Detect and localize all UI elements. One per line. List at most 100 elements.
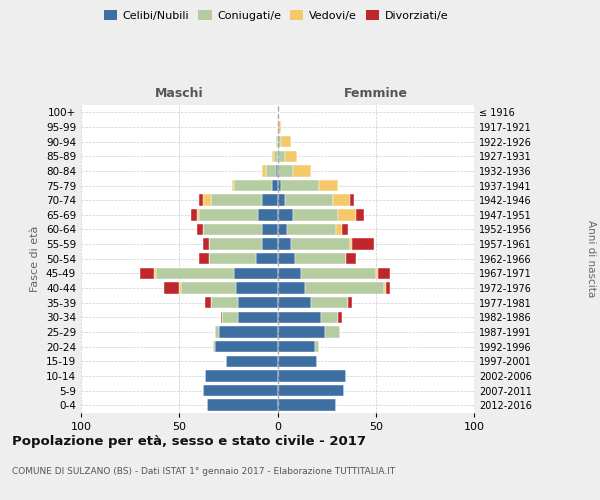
Text: Popolazione per età, sesso e stato civile - 2017: Popolazione per età, sesso e stato civil… [12, 435, 366, 448]
Bar [383, 282, 386, 294]
Bar [197, 224, 203, 235]
Bar [262, 238, 277, 250]
Bar [277, 370, 346, 382]
Bar [348, 297, 352, 308]
Bar [277, 385, 344, 396]
Bar [205, 297, 211, 308]
Bar [238, 312, 277, 323]
Bar [281, 136, 291, 147]
Bar [179, 282, 181, 294]
Bar [305, 282, 383, 294]
Bar [181, 282, 236, 294]
Bar [211, 194, 262, 206]
Bar [203, 385, 277, 396]
Bar [256, 253, 277, 264]
Bar [311, 297, 348, 308]
Text: COMUNE DI SULZANO (BS) - Dati ISTAT 1° gennaio 2017 - Elaborazione TUTTITALIA.IT: COMUNE DI SULZANO (BS) - Dati ISTAT 1° g… [12, 468, 395, 476]
Bar [319, 180, 338, 191]
Bar [277, 238, 291, 250]
Bar [272, 150, 274, 162]
Bar [238, 297, 277, 308]
Bar [346, 253, 356, 264]
Bar [277, 268, 301, 279]
Bar [277, 180, 281, 191]
Bar [281, 180, 319, 191]
Text: Maschi: Maschi [155, 87, 203, 100]
Bar [234, 180, 272, 191]
Bar [191, 209, 197, 220]
Bar [262, 224, 277, 235]
Bar [293, 209, 338, 220]
Bar [140, 268, 154, 279]
Legend: Celibi/Nubili, Coniugati/e, Vedovi/e, Divorziati/e: Celibi/Nubili, Coniugati/e, Vedovi/e, Di… [100, 6, 452, 25]
Bar [275, 136, 277, 147]
Bar [266, 165, 275, 176]
Text: Anni di nascita: Anni di nascita [586, 220, 596, 298]
Bar [356, 209, 364, 220]
Bar [199, 194, 203, 206]
Bar [291, 238, 350, 250]
Bar [164, 282, 179, 294]
Text: Femmine: Femmine [344, 87, 408, 100]
Bar [203, 238, 209, 250]
Bar [277, 224, 287, 235]
Bar [277, 312, 321, 323]
Bar [301, 268, 376, 279]
Bar [293, 165, 311, 176]
Bar [286, 150, 297, 162]
Bar [199, 253, 209, 264]
Bar [212, 341, 215, 352]
Bar [343, 224, 348, 235]
Bar [337, 224, 343, 235]
Bar [315, 341, 319, 352]
Bar [277, 136, 281, 147]
Bar [378, 268, 389, 279]
Bar [221, 312, 223, 323]
Bar [386, 282, 389, 294]
Bar [277, 165, 293, 176]
Bar [277, 194, 286, 206]
Bar [197, 209, 199, 220]
Bar [262, 194, 277, 206]
Bar [350, 194, 354, 206]
Bar [215, 341, 277, 352]
Bar [277, 341, 315, 352]
Bar [338, 312, 343, 323]
Bar [155, 268, 234, 279]
Bar [287, 224, 337, 235]
Bar [277, 400, 337, 411]
Bar [277, 122, 281, 132]
Bar [350, 238, 352, 250]
Bar [262, 165, 266, 176]
Bar [203, 194, 211, 206]
Bar [209, 238, 262, 250]
Bar [376, 268, 378, 279]
Bar [199, 209, 258, 220]
Bar [236, 282, 277, 294]
Bar [274, 150, 277, 162]
Bar [211, 297, 238, 308]
Bar [226, 356, 277, 367]
Bar [277, 282, 305, 294]
Bar [332, 194, 350, 206]
Bar [277, 297, 311, 308]
Bar [295, 253, 346, 264]
Bar [277, 356, 317, 367]
Bar [218, 326, 277, 338]
Bar [277, 209, 293, 220]
Bar [154, 268, 155, 279]
Bar [205, 370, 277, 382]
Bar [234, 268, 277, 279]
Bar [223, 312, 238, 323]
Bar [321, 312, 338, 323]
Bar [215, 326, 218, 338]
Bar [277, 326, 325, 338]
Bar [203, 224, 262, 235]
Bar [207, 400, 277, 411]
Bar [209, 253, 256, 264]
Bar [338, 209, 356, 220]
Bar [325, 326, 340, 338]
Bar [352, 238, 374, 250]
Bar [277, 150, 286, 162]
Bar [286, 194, 332, 206]
